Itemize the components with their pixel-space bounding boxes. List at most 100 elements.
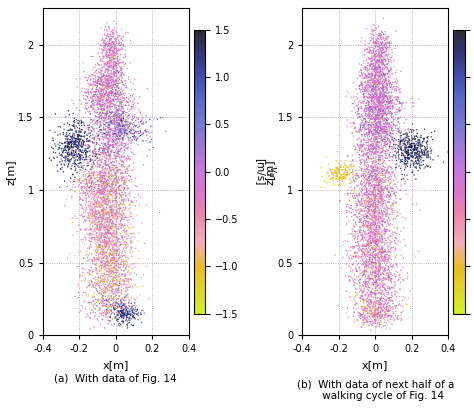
- Point: [116, 73, 124, 80]
- Point: [109, 255, 117, 261]
- Point: [133, 129, 140, 136]
- Point: [120, 132, 128, 139]
- Point: [371, 313, 378, 320]
- Point: [107, 93, 114, 100]
- Point: [360, 96, 368, 102]
- Point: [97, 71, 105, 78]
- Point: [113, 107, 120, 114]
- Point: [361, 160, 368, 167]
- Point: [91, 99, 99, 106]
- Point: [126, 307, 133, 313]
- Point: [96, 80, 104, 86]
- Point: [100, 281, 107, 288]
- Point: [107, 62, 114, 69]
- Point: [82, 154, 90, 160]
- Point: [363, 268, 370, 274]
- Point: [376, 218, 383, 225]
- Point: [382, 183, 389, 190]
- Point: [95, 244, 103, 251]
- Point: [362, 152, 370, 158]
- Point: [375, 153, 383, 159]
- Point: [380, 84, 388, 91]
- Point: [102, 110, 110, 117]
- Point: [107, 187, 115, 194]
- Point: [383, 128, 391, 135]
- Point: [393, 264, 401, 270]
- Point: [74, 144, 82, 151]
- Point: [112, 93, 120, 100]
- Point: [106, 238, 114, 244]
- Point: [61, 140, 69, 147]
- Point: [411, 140, 419, 147]
- Point: [100, 53, 107, 60]
- Point: [111, 237, 119, 243]
- Point: [97, 119, 104, 125]
- Point: [366, 171, 374, 178]
- Point: [375, 58, 383, 65]
- Point: [98, 70, 105, 77]
- Point: [74, 117, 82, 124]
- Point: [365, 113, 373, 120]
- Point: [117, 192, 125, 199]
- Point: [84, 231, 92, 238]
- Point: [340, 175, 347, 182]
- Point: [361, 282, 369, 288]
- Point: [375, 114, 383, 121]
- Point: [366, 171, 374, 178]
- Point: [386, 94, 394, 101]
- Point: [375, 298, 383, 305]
- Point: [52, 111, 59, 117]
- Point: [96, 98, 103, 105]
- Point: [109, 185, 117, 192]
- Point: [117, 310, 125, 316]
- Point: [112, 286, 119, 292]
- Point: [102, 161, 109, 168]
- Point: [85, 198, 92, 205]
- Point: [358, 172, 365, 179]
- Point: [118, 235, 126, 241]
- Point: [368, 77, 376, 83]
- Point: [378, 172, 386, 179]
- Point: [115, 148, 122, 155]
- Point: [394, 119, 402, 126]
- Point: [109, 83, 116, 89]
- Point: [100, 212, 107, 219]
- Point: [363, 150, 371, 157]
- Point: [359, 253, 367, 260]
- Point: [359, 81, 366, 88]
- Point: [360, 148, 367, 155]
- Point: [370, 244, 377, 251]
- Point: [96, 174, 103, 181]
- Point: [111, 265, 119, 272]
- Point: [374, 92, 381, 99]
- Point: [360, 295, 367, 302]
- Point: [382, 62, 389, 68]
- Point: [109, 179, 117, 186]
- Point: [377, 72, 384, 79]
- Point: [87, 210, 95, 217]
- Point: [79, 163, 87, 170]
- Point: [78, 155, 86, 162]
- Point: [110, 119, 118, 126]
- Point: [73, 152, 80, 158]
- Point: [90, 170, 98, 176]
- Point: [380, 188, 387, 194]
- Point: [363, 214, 370, 220]
- Point: [375, 212, 383, 218]
- Point: [410, 135, 417, 142]
- Point: [346, 244, 354, 251]
- Point: [109, 300, 117, 307]
- Point: [378, 130, 386, 137]
- Point: [115, 129, 122, 135]
- Point: [110, 141, 118, 148]
- Point: [109, 237, 117, 244]
- Point: [380, 303, 387, 310]
- Point: [379, 218, 387, 225]
- Point: [114, 166, 122, 173]
- Point: [361, 313, 369, 320]
- Point: [64, 135, 72, 142]
- Point: [100, 110, 107, 117]
- Point: [101, 186, 109, 193]
- Point: [103, 186, 111, 193]
- Point: [110, 278, 118, 285]
